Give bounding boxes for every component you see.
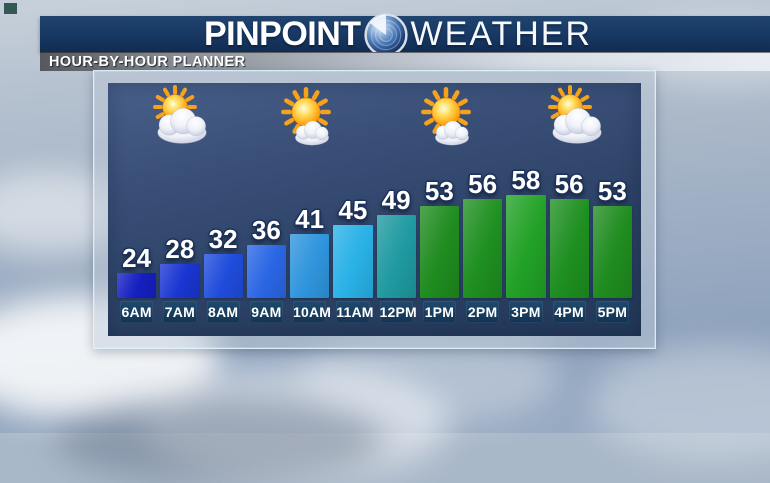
bar-value-label: 53 <box>597 176 627 206</box>
bar-value-label: 36 <box>251 215 281 245</box>
brand-pinpoint: PINPOINT <box>203 14 361 53</box>
time-label: 3PM <box>509 301 543 323</box>
bar-value-label: 32 <box>208 224 238 254</box>
bar-column: 53 5PM <box>592 176 632 323</box>
partly-sunny-icon <box>145 85 221 151</box>
time-label: 10AM <box>293 301 331 323</box>
radar-globe-icon <box>363 13 408 57</box>
bar-column: 53 1PM <box>419 176 459 323</box>
time-label: 2PM <box>466 301 500 323</box>
time-label: 11AM <box>336 301 373 323</box>
brand-weather: WEATHER <box>410 14 593 53</box>
bar-column: 58 3PM <box>506 165 546 323</box>
bar-column: 28 7AM <box>160 234 200 323</box>
time-label: 1PM <box>422 301 456 323</box>
cloud-decoration-dark <box>55 398 385 483</box>
bar-column: 56 2PM <box>463 169 503 323</box>
temperature-bar <box>592 206 632 298</box>
bar-value-label: 28 <box>165 234 195 264</box>
chart-frame: 24 6AM 28 7AM 32 8AM 36 9AM 41 10AM 45 1… <box>93 70 656 349</box>
temperature-bar <box>376 215 416 298</box>
cloud-decoration <box>590 345 770 460</box>
bar-column: 45 11AM <box>333 195 373 323</box>
temperature-bar <box>463 199 503 298</box>
temperature-bar <box>246 245 286 298</box>
bar-value-label: 45 <box>338 195 368 225</box>
temperature-bar <box>290 234 330 298</box>
cloud-decoration <box>300 330 560 425</box>
temperature-bar <box>549 199 589 298</box>
time-label: 6AM <box>120 301 154 323</box>
temperature-bar <box>117 273 157 298</box>
time-label: 12PM <box>379 301 417 323</box>
condition-icons-row <box>108 85 641 155</box>
pinpoint-weather-logo: PINPOINT WEATHER <box>204 11 592 57</box>
time-label: 5PM <box>595 301 629 323</box>
bar-value-label: 56 <box>554 169 584 199</box>
bar-value-label: 49 <box>381 185 411 215</box>
bar-column: 49 12PM <box>376 185 417 323</box>
time-label: 8AM <box>206 301 240 323</box>
bar-value-label: 41 <box>295 204 325 234</box>
bars-row: 24 6AM 28 7AM 32 8AM 36 9AM 41 10AM 45 1… <box>117 167 632 323</box>
chart-panel: 24 6AM 28 7AM 32 8AM 36 9AM 41 10AM 45 1… <box>108 83 641 336</box>
temperature-bar <box>419 206 459 298</box>
temperature-bar <box>203 254 243 298</box>
temperature-bar <box>160 264 200 298</box>
time-label: 7AM <box>163 301 197 323</box>
temperature-bar <box>333 225 373 298</box>
subheader-label: HOUR-BY-HOUR PLANNER <box>49 54 246 70</box>
subheader-strip: HOUR-BY-HOUR PLANNER <box>40 52 770 71</box>
bar-value-label: 58 <box>511 165 541 195</box>
bar-column: 32 8AM <box>203 224 243 323</box>
bar-column: 36 9AM <box>246 215 286 323</box>
station-banner: PINPOINT WEATHER <box>40 13 770 57</box>
time-label: 4PM <box>552 301 586 323</box>
bar-value-label: 56 <box>468 169 498 199</box>
time-label: 9AM <box>249 301 283 323</box>
bar-value-label: 24 <box>122 243 152 273</box>
mostly-sunny-icon <box>409 87 485 151</box>
bar-column: 41 10AM <box>290 204 331 323</box>
temperature-bar <box>506 195 546 298</box>
corner-chip <box>4 3 17 14</box>
bar-value-label: 53 <box>424 176 454 206</box>
partly-sunny-icon <box>540 85 616 151</box>
bar-column: 56 4PM <box>549 169 589 323</box>
mostly-sunny-icon <box>269 87 345 151</box>
bar-column: 24 6AM <box>117 243 157 323</box>
